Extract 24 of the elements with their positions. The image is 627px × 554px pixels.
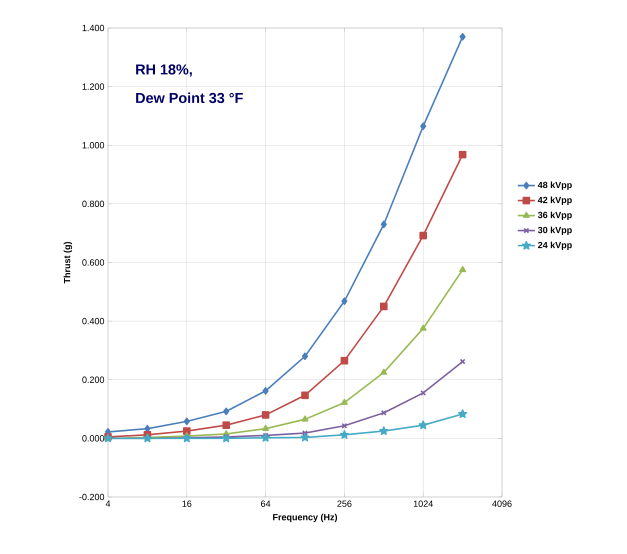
x-tick-label: 4	[106, 500, 110, 507]
legend-label: 36 kVpp	[538, 212, 572, 220]
y-tick-label: 0.000	[82, 435, 104, 442]
x-tick-label: 4096	[492, 500, 512, 507]
x-tick-label: 1024	[414, 500, 433, 507]
legend-label: 48 kVpp	[538, 182, 572, 190]
legend-label: 42 kVpp	[538, 196, 572, 205]
x-tick-label: 64	[261, 500, 270, 507]
y-tick-label: 1.000	[82, 142, 104, 148]
y-tick-label: 1.400	[82, 24, 104, 32]
legend-label: 30 kVpp	[538, 226, 572, 235]
x-tick-label: 256	[337, 500, 352, 507]
annotation: RH 18%,	[136, 64, 192, 77]
annotation: Dew Point 33 °F	[136, 92, 243, 104]
y-tick-label: 1.200	[82, 83, 104, 90]
y-tick-label: 0.400	[82, 318, 104, 324]
x-axis-title: Frequency (Hz)	[273, 514, 338, 522]
y-tick-label: 0.600	[82, 259, 104, 266]
y-tick-label: -0.200	[79, 494, 104, 500]
y-tick-label: 0.200	[82, 376, 104, 383]
y-tick-label: 0.800	[82, 200, 104, 208]
x-tick-label: 16	[182, 500, 192, 507]
legend-label: 24 kVpp	[538, 242, 572, 250]
y-axis-title: Thrust (g)	[64, 242, 72, 284]
